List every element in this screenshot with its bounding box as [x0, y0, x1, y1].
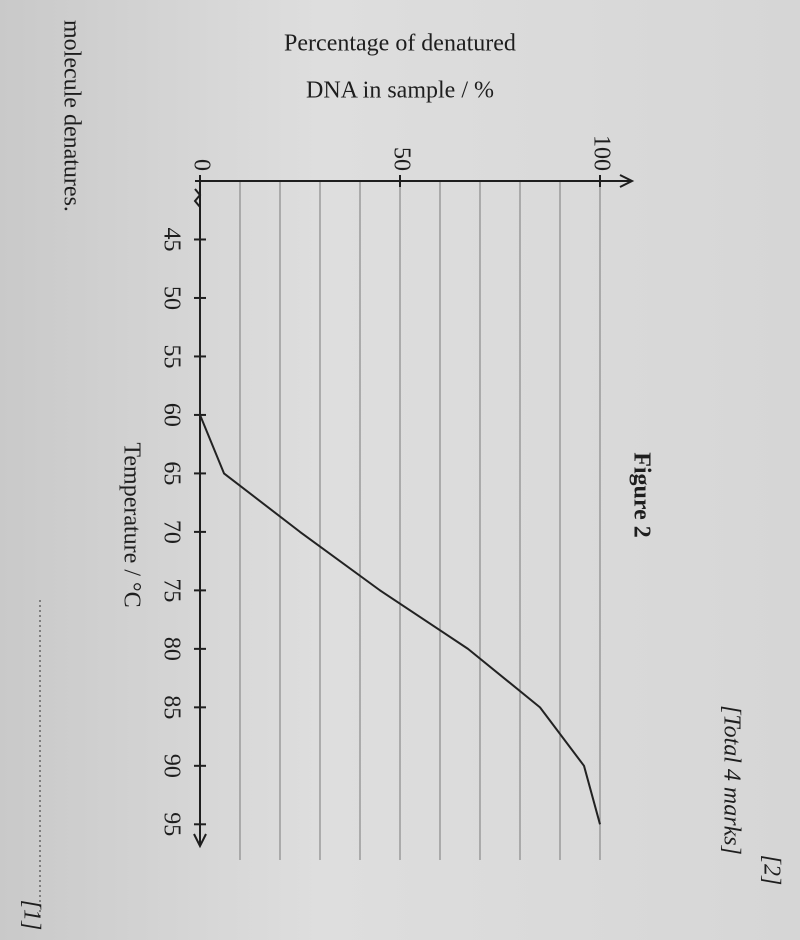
question-text: molecule denatures.: [58, 20, 84, 212]
x-tick-label: 70: [158, 520, 184, 544]
x-tick-label: 95: [158, 812, 184, 836]
y-tick-label: 100: [588, 135, 614, 171]
marks: [2]: [758, 855, 784, 886]
total-marks: [Total 4 marks]: [718, 705, 744, 855]
x-tick-label: 90: [158, 754, 184, 778]
y-tick-label: 0: [188, 159, 214, 171]
x-tick-label: 65: [158, 461, 184, 485]
y-tick-label: 50: [388, 147, 414, 171]
x-tick-label: 80: [158, 637, 184, 661]
y-axis-label: DNA in sample / %: [306, 78, 494, 104]
axis-break: [193, 188, 202, 208]
x-axis-label: Temperature / °C: [118, 442, 144, 607]
x-tick-label: 45: [158, 227, 184, 251]
x-tick-label: 55: [158, 344, 184, 368]
chart-title: Figure 2: [628, 452, 654, 538]
data-line: [199, 239, 601, 825]
x-tick-label: 50: [158, 286, 184, 310]
mark: [1]: [18, 900, 44, 931]
x-tick-label: 85: [158, 695, 184, 719]
x-tick-label: 75: [158, 578, 184, 602]
y-axis: [195, 174, 635, 188]
x-tick-label: 60: [158, 403, 184, 427]
y-axis-label: Percentage of denatured: [284, 31, 516, 57]
